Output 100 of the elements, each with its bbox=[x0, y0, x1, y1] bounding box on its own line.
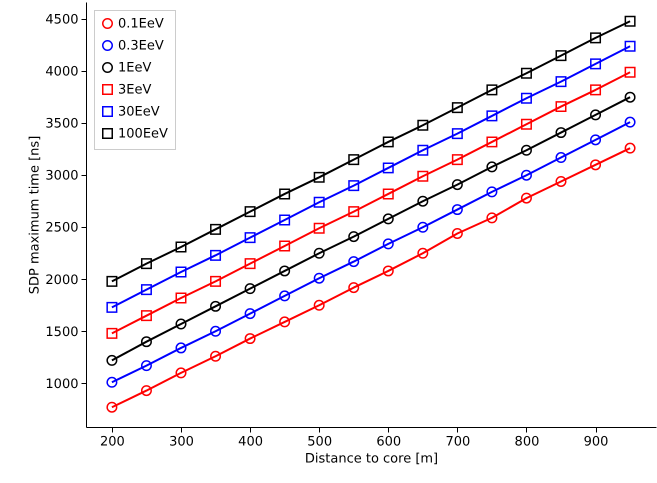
point bbox=[486, 186, 498, 198]
point bbox=[348, 282, 360, 294]
point bbox=[624, 16, 636, 27]
x-tick-label: 800 bbox=[514, 434, 540, 450]
point bbox=[417, 120, 428, 131]
point bbox=[590, 84, 602, 96]
point bbox=[244, 206, 256, 218]
x-tick-label: 600 bbox=[376, 434, 402, 450]
point bbox=[486, 84, 498, 96]
y-tick-label: 1000 bbox=[45, 376, 78, 392]
point bbox=[624, 92, 636, 103]
legend-label: 0.3EeV bbox=[118, 38, 164, 54]
point bbox=[279, 290, 290, 302]
point bbox=[556, 76, 566, 88]
point bbox=[382, 238, 394, 250]
point bbox=[279, 316, 290, 328]
point bbox=[314, 172, 325, 183]
point bbox=[140, 258, 152, 270]
point bbox=[210, 300, 222, 312]
point bbox=[279, 265, 290, 276]
point bbox=[486, 212, 498, 224]
y-tick-label: 4500 bbox=[45, 12, 78, 28]
y-tick-label: 3500 bbox=[45, 116, 78, 132]
point bbox=[382, 213, 394, 224]
point bbox=[624, 40, 636, 52]
point bbox=[452, 102, 463, 114]
point bbox=[106, 302, 118, 313]
point bbox=[520, 192, 532, 204]
point bbox=[314, 300, 325, 311]
point bbox=[452, 154, 463, 166]
point bbox=[486, 161, 498, 172]
point bbox=[556, 176, 566, 187]
point bbox=[382, 188, 394, 200]
point bbox=[452, 179, 463, 190]
y-tick-label: 2000 bbox=[45, 272, 78, 288]
point bbox=[244, 283, 256, 294]
y-tick-label: 1500 bbox=[45, 324, 78, 340]
point bbox=[590, 159, 602, 170]
point bbox=[210, 224, 222, 235]
point bbox=[140, 336, 152, 348]
point bbox=[140, 310, 152, 322]
point bbox=[244, 232, 256, 244]
point bbox=[556, 101, 566, 112]
point bbox=[556, 152, 566, 164]
point bbox=[624, 116, 636, 128]
point bbox=[417, 144, 428, 156]
point bbox=[314, 196, 325, 208]
point bbox=[279, 188, 290, 200]
point bbox=[176, 342, 186, 354]
point bbox=[590, 58, 602, 70]
point bbox=[279, 240, 290, 252]
legend-label: 3EeV bbox=[118, 82, 152, 98]
point bbox=[382, 265, 394, 276]
point bbox=[176, 242, 186, 253]
point bbox=[624, 66, 636, 78]
y-axis-title: SDP maximum time [ns] bbox=[27, 136, 42, 294]
point bbox=[452, 204, 463, 216]
point bbox=[176, 292, 186, 304]
point bbox=[210, 276, 222, 287]
point bbox=[279, 214, 290, 226]
point bbox=[556, 127, 566, 138]
point bbox=[106, 376, 118, 388]
x-tick-label: 900 bbox=[584, 434, 608, 450]
y-tick-label: 2500 bbox=[45, 220, 78, 236]
point bbox=[314, 248, 325, 259]
point bbox=[210, 250, 222, 261]
point bbox=[417, 248, 428, 259]
point bbox=[520, 170, 532, 181]
x-tick-label: 500 bbox=[307, 434, 332, 450]
point bbox=[624, 142, 636, 154]
legend-label: 100EeV bbox=[118, 126, 168, 142]
point bbox=[382, 136, 394, 148]
point bbox=[382, 162, 394, 174]
point bbox=[176, 266, 186, 278]
x-tick-label: 200 bbox=[100, 434, 125, 450]
point bbox=[314, 272, 325, 284]
point bbox=[244, 258, 256, 270]
point bbox=[314, 222, 325, 234]
point bbox=[348, 206, 360, 218]
point bbox=[176, 318, 186, 330]
point bbox=[244, 333, 256, 344]
legend-label: 1EeV bbox=[118, 60, 152, 76]
legend-label: 30EeV bbox=[118, 104, 160, 120]
y-tick-label: 4000 bbox=[45, 64, 78, 80]
point bbox=[590, 109, 602, 120]
point bbox=[348, 180, 360, 192]
x-axis-title: Distance to core [m] bbox=[304, 452, 438, 466]
point bbox=[348, 231, 360, 242]
point bbox=[140, 360, 152, 372]
point bbox=[106, 276, 118, 287]
point bbox=[417, 196, 428, 207]
point bbox=[417, 222, 428, 233]
point bbox=[140, 385, 152, 396]
point bbox=[590, 134, 602, 146]
point bbox=[520, 118, 532, 130]
point bbox=[348, 256, 360, 268]
point bbox=[590, 32, 602, 44]
point bbox=[520, 92, 532, 104]
point bbox=[486, 136, 498, 148]
point bbox=[106, 402, 118, 413]
